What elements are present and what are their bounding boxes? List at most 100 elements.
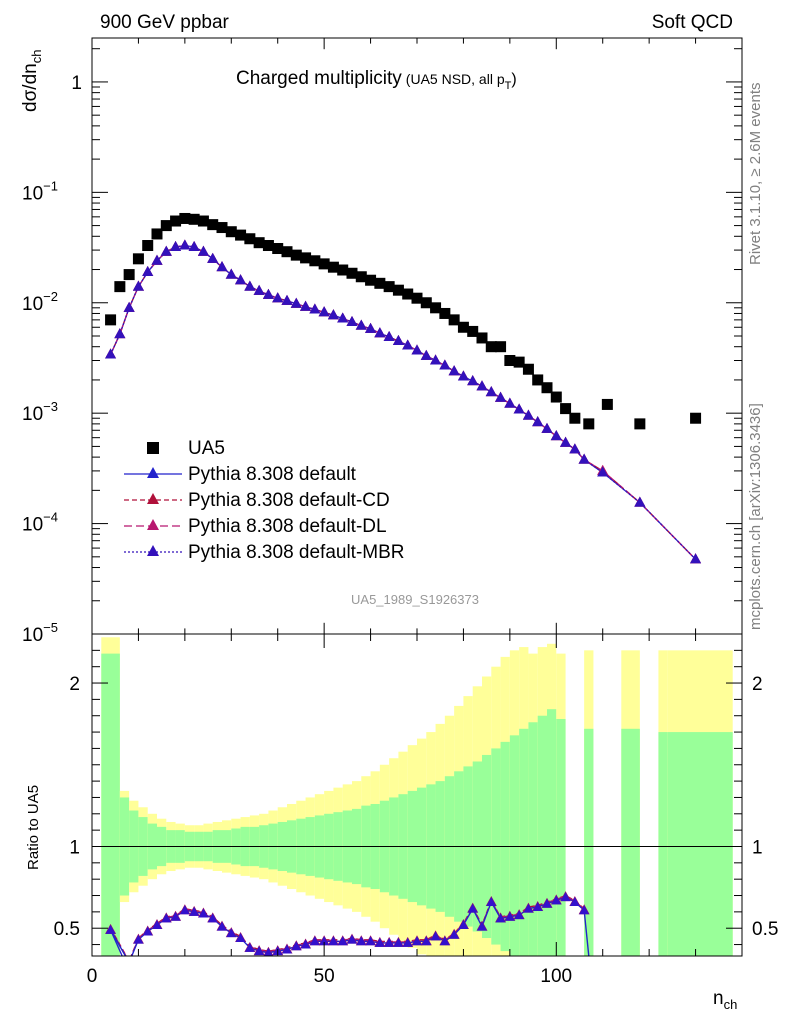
y-tick-exponent: −3: [43, 399, 58, 414]
watermark: UA5_1989_S1926373: [351, 592, 479, 607]
ratio-y-axis-label: Ratio to UA5: [25, 785, 42, 870]
ratio-marker: [226, 928, 237, 938]
series-marker: [253, 284, 265, 295]
ratio-series: [105, 891, 590, 956]
data-point: [402, 288, 414, 300]
x-axis-label-main: n: [713, 988, 724, 1009]
legend-label: Pythia 8.308 default-CD: [188, 490, 390, 511]
legend-label: Pythia 8.308 default: [188, 464, 357, 485]
data-point: [244, 233, 256, 245]
stat-band: [101, 653, 120, 956]
ratio-marker: [449, 929, 460, 939]
series-marker: [411, 344, 423, 355]
ratio-tick-label-right: 2: [752, 674, 763, 695]
series-marker: [476, 380, 488, 391]
data-point: [235, 229, 247, 241]
data-point: [634, 418, 646, 430]
data-point: [383, 281, 395, 293]
ratio-marker: [402, 937, 413, 947]
ratio-marker: [504, 911, 515, 921]
data-point: [532, 374, 544, 386]
ratio-marker: [532, 901, 543, 911]
data-point: [541, 382, 553, 394]
ratio-marker: [300, 939, 311, 949]
x-tick-label: 100: [540, 966, 572, 987]
stat-band: [509, 735, 520, 956]
ratio-marker: [170, 911, 181, 921]
data-point: [560, 403, 572, 415]
series-marker: [300, 300, 312, 311]
data-point: [485, 341, 497, 353]
y-axis-label: dσ/dnch: [20, 50, 44, 112]
data-point: [272, 243, 284, 255]
y-tick-label: 10−3: [22, 399, 58, 425]
ratio-marker: [458, 919, 469, 929]
series-marker: [290, 297, 302, 308]
ratio-marker: [337, 936, 348, 946]
data-point: [601, 398, 613, 410]
stat-band: [547, 709, 557, 956]
data-point: [439, 307, 451, 319]
y-axis-label-main: dσ/dn: [20, 63, 41, 112]
data-point: [374, 277, 386, 289]
series-marker: [142, 265, 154, 276]
x-tick-label: 50: [314, 966, 335, 987]
series-marker: [179, 239, 191, 250]
ratio-marker: [486, 897, 497, 907]
ratio-marker: [374, 937, 385, 947]
ratio-line: [109, 895, 585, 956]
y-tick-exponent: −2: [43, 289, 58, 304]
data-point: [495, 341, 507, 353]
y-tick-exponent: −1: [43, 178, 58, 193]
ratio-marker: [523, 903, 534, 913]
stat-band: [667, 732, 733, 956]
ratio-marker: [467, 903, 478, 913]
stat-band: [658, 732, 668, 956]
stat-band: [621, 728, 640, 956]
data-point: [318, 258, 330, 270]
ratio-marker: [152, 919, 162, 929]
ratio-marker: [356, 936, 367, 946]
data-point: [504, 354, 516, 366]
series-marker: [244, 280, 256, 291]
header-left: 900 GeV ppbar: [100, 12, 230, 33]
data-point: [346, 267, 358, 279]
ratio-tick-label-left: 2: [69, 674, 80, 695]
side-label-bottom: mcplots.cern.ch [arXiv:1306.3436]: [747, 403, 764, 630]
series-marker: [235, 274, 247, 285]
series-marker: [541, 422, 553, 433]
series-marker: [439, 359, 451, 370]
series-marker: [634, 496, 646, 507]
ratio-marker: [235, 933, 246, 943]
ratio-marker: [142, 926, 153, 936]
data-point: [197, 215, 209, 227]
data-point: [690, 412, 702, 424]
ratio-marker: [412, 936, 422, 946]
series-marker: [374, 327, 386, 338]
ratio-marker: [161, 913, 172, 923]
legend-label: Pythia 8.308 default-DL: [188, 516, 387, 537]
series-marker: [402, 339, 414, 350]
y-tick-label: 10−5: [22, 620, 58, 646]
legend-marker-ua5: [147, 442, 159, 454]
series-marker: [467, 375, 479, 386]
series-marker: [550, 430, 562, 441]
stat-band: [537, 715, 547, 956]
legend-label: Pythia 8.308 default-MBR: [188, 542, 405, 563]
ratio-marker: [189, 906, 200, 916]
data-point: [420, 297, 432, 309]
series-marker: [114, 328, 126, 339]
series-marker: [225, 268, 237, 279]
data-point: [151, 228, 163, 240]
data-point: [569, 412, 581, 424]
series-marker: [392, 335, 404, 346]
data-point: [179, 212, 191, 224]
stat-band: [528, 722, 538, 956]
ratio-tick-label-right: 0.5: [752, 919, 778, 940]
ratio-marker: [282, 944, 292, 954]
series-marker: [383, 330, 395, 341]
series-marker: [337, 312, 349, 323]
data-point: [142, 240, 154, 252]
ratio-marker: [244, 942, 255, 952]
ratio-marker: [365, 936, 376, 946]
